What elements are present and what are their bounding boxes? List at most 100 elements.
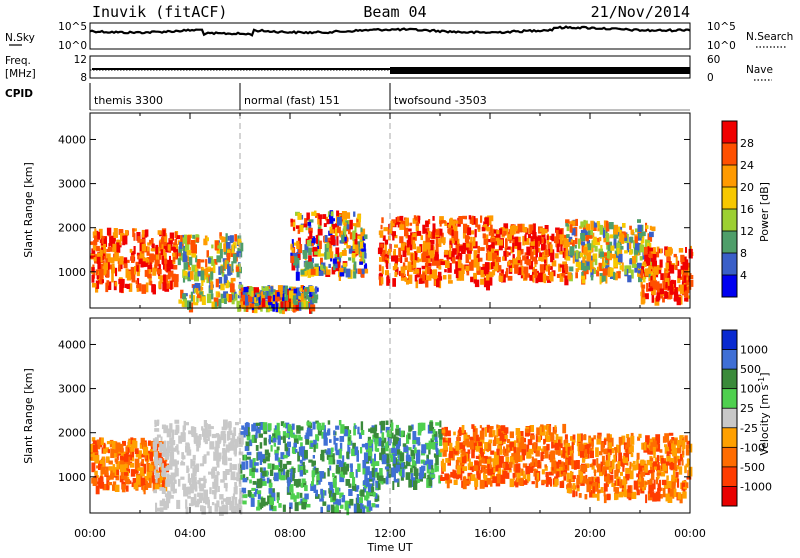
range-cell (282, 504, 286, 512)
range-cell (95, 269, 100, 276)
range-cell (602, 252, 608, 258)
range-cell (673, 438, 678, 445)
range-cell (536, 427, 540, 436)
range-cell (354, 239, 358, 245)
range-cell (269, 497, 274, 506)
range-cell (686, 459, 690, 466)
range-cell (361, 443, 366, 448)
range-cell (563, 474, 567, 481)
range-cell (539, 252, 543, 257)
range-cell (149, 253, 154, 263)
range-cell (612, 253, 616, 259)
range-cell (256, 506, 261, 511)
range-cell (179, 255, 183, 261)
range-cell (535, 479, 539, 488)
range-cell (613, 271, 616, 280)
range-cell (305, 503, 311, 508)
range-cell (581, 221, 586, 226)
range-cell (203, 482, 206, 488)
range-cell (382, 252, 385, 262)
range-cell (644, 246, 648, 256)
range-cell (589, 450, 594, 459)
range-cell (348, 257, 352, 261)
range-cell (211, 293, 214, 300)
range-cell (255, 422, 261, 426)
range-cell (431, 256, 437, 266)
x-tick-label: 08:00 (274, 527, 306, 540)
range-cell (528, 469, 533, 473)
range-cell (311, 481, 314, 487)
range-cell (605, 460, 610, 467)
range-cell (237, 295, 241, 299)
range-cell (206, 237, 209, 242)
range-cell (382, 235, 386, 241)
range-cell (232, 464, 237, 471)
range-cell (408, 447, 412, 451)
range-cell (632, 464, 637, 471)
range-cell (372, 478, 375, 486)
range-cell (466, 227, 472, 236)
range-cell (334, 487, 340, 495)
range-cell (126, 283, 130, 289)
range-cell (605, 480, 609, 486)
cpid-label: CPID (5, 88, 33, 100)
range-cell (430, 468, 435, 474)
range-cell (461, 425, 465, 434)
range-cell (186, 256, 190, 262)
range-cell (425, 264, 429, 274)
range-cell (650, 470, 655, 480)
range-cell (149, 451, 153, 462)
range-cell (419, 472, 424, 477)
range-cell (381, 266, 384, 275)
range-cell (99, 263, 104, 273)
range-cell (352, 476, 356, 486)
range-cell (686, 476, 692, 480)
range-cell (424, 442, 430, 450)
range-cell (442, 430, 446, 436)
range-cell (503, 427, 509, 434)
range-cell (605, 260, 609, 264)
range-cell (644, 268, 649, 276)
range-cell (659, 248, 663, 254)
range-cell (356, 452, 359, 462)
range-cell (360, 254, 364, 264)
range-cell (257, 302, 261, 310)
range-cell (180, 289, 184, 299)
range-cell (624, 265, 627, 275)
range-cell (460, 245, 464, 250)
range-cell (323, 437, 328, 446)
range-cell (94, 235, 98, 246)
range-cell (411, 424, 414, 430)
range-cell (184, 422, 189, 426)
range-cell (208, 506, 212, 513)
freq-unit-label: [MHz] (5, 68, 36, 80)
range-cell (187, 473, 190, 483)
range-cell (135, 280, 138, 285)
range-cell (637, 224, 642, 232)
range-cell (497, 444, 502, 451)
range-cell (668, 280, 674, 290)
range-cell (480, 247, 485, 251)
range-cell (314, 263, 319, 271)
range-cell (532, 249, 537, 255)
range-cell (257, 500, 260, 507)
range-cell (684, 435, 688, 443)
range-cell (230, 278, 234, 289)
range-cell (547, 266, 550, 275)
range-cell (508, 469, 512, 473)
nsky-panel-frame (89, 22, 691, 50)
range-cell (408, 426, 413, 431)
colorbar-swatch (722, 388, 737, 409)
range-cell (193, 439, 199, 444)
range-cell (617, 444, 621, 453)
range-cell (223, 274, 227, 283)
range-cell (254, 462, 259, 466)
range-cell (280, 452, 285, 460)
range-cell (146, 471, 151, 481)
range-cell (304, 301, 309, 310)
range-cell (349, 463, 353, 468)
range-cell (641, 231, 646, 237)
range-cell (221, 271, 225, 277)
range-cell (483, 235, 489, 245)
range-cell (414, 269, 420, 274)
